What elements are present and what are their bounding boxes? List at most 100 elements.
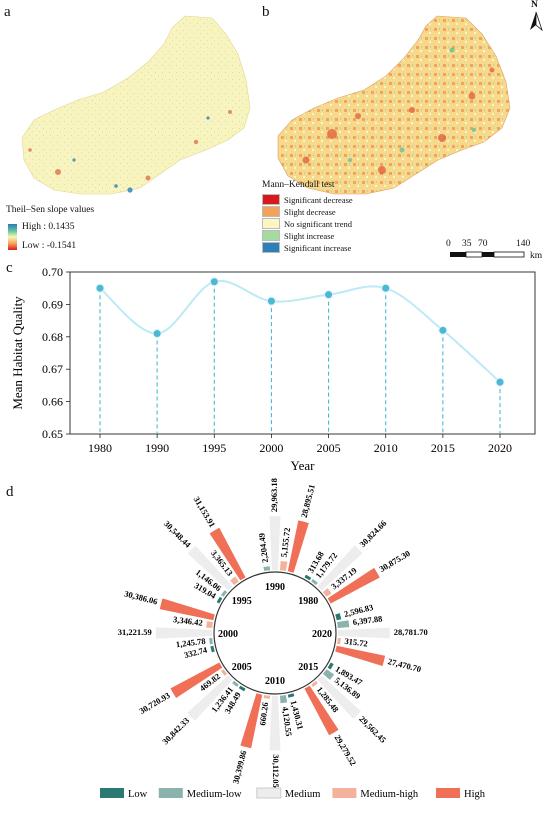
- radial-bar-medium-high: [221, 669, 228, 676]
- year-label: 1980: [298, 596, 318, 607]
- radial-value-label: 31,221.59: [118, 627, 152, 637]
- legend-d-label: Low: [128, 789, 148, 800]
- y-tick-label: 0.67: [42, 362, 63, 376]
- radial-value-label: 30,842.33: [160, 715, 191, 746]
- radial-value-label: 27,470.70: [387, 656, 422, 674]
- radial-bar-medium-low: [279, 695, 288, 704]
- data-point: [324, 290, 334, 300]
- year-label: 1990: [265, 582, 285, 593]
- north-arrow-icon: [530, 11, 543, 32]
- radial-bar-medium-high: [230, 576, 239, 586]
- plot-frame: [69, 271, 536, 435]
- radial-bar-medium-high: [322, 588, 332, 597]
- data-point: [152, 329, 162, 339]
- scale-tick-70: 70: [478, 239, 488, 249]
- legend-b-label: Significant decrease: [284, 194, 353, 205]
- legend-b-swatch: [262, 242, 280, 253]
- data-point: [381, 283, 391, 293]
- radial-bar-high: [170, 662, 223, 698]
- increase-patches: [72, 116, 210, 193]
- inner-ring: [213, 571, 337, 695]
- radial-bar-high: [287, 520, 309, 573]
- radial-bar-high: [335, 645, 386, 667]
- radial-value-label: 1,245.78: [175, 636, 206, 650]
- radial-bar-medium-high: [279, 560, 288, 571]
- radial-value-label: 3,346.42: [173, 614, 204, 628]
- x-tick-label: 2000: [259, 441, 283, 455]
- map-a: [8, 15, 251, 250]
- north-label: N: [531, 0, 538, 10]
- legend-d-label: Medium-low: [187, 789, 242, 800]
- radial-value-label: 30,399.86: [230, 749, 248, 784]
- radial-bar-medium-low: [337, 620, 350, 629]
- trend-patches: [28, 110, 232, 181]
- region-shape: [277, 15, 511, 195]
- radial-bar-low: [238, 685, 246, 692]
- radial-bar-medium-low: [322, 669, 335, 680]
- radial-value-label: 660.26: [257, 702, 270, 726]
- radial-value-label: 29,279.52: [333, 733, 359, 767]
- radial-bar-medium-high: [311, 680, 318, 687]
- legend-a: [8, 224, 17, 250]
- legend-b-item: Slight decrease: [262, 206, 353, 217]
- legend-b-label: Significant increase: [284, 242, 352, 253]
- legend-b-label: Slight decrease: [284, 206, 336, 217]
- radial-value-label: 30,112.05: [271, 754, 281, 788]
- radial-bar-medium-high: [206, 621, 213, 629]
- scale-tick-140: 140: [516, 239, 531, 249]
- radial-bar-high: [304, 685, 339, 736]
- radial-bar-medium: [337, 627, 390, 639]
- legend-b-swatch: [262, 230, 280, 241]
- legend-d-label: Medium-high: [360, 789, 418, 800]
- legend-b-item: Significant decrease: [262, 194, 353, 205]
- legend-b-item: Slight increase: [262, 230, 353, 241]
- radial-bar-medium: [187, 675, 233, 721]
- data-point: [209, 277, 219, 287]
- legend-b-item: No significant trend: [262, 218, 353, 229]
- radial-bar-low: [327, 662, 334, 670]
- x-tick-label: 1980: [88, 441, 112, 455]
- radial-bar-medium-high: [263, 695, 271, 699]
- radial-bar-medium: [269, 516, 281, 571]
- y-tick-label: 0.69: [42, 297, 63, 311]
- legend-d-label: Medium: [285, 789, 321, 800]
- legend-d-swatch: [332, 788, 357, 798]
- radial-bar-medium: [317, 675, 361, 719]
- legend-a-low: Low : -0.1541: [22, 241, 77, 251]
- legend-d-swatch: [100, 788, 124, 798]
- year-label: 1995: [232, 596, 252, 607]
- radial-bar-medium: [269, 695, 281, 751]
- data-point: [95, 283, 105, 293]
- y-tick-label: 0.66: [42, 395, 63, 409]
- legend-b-title: Mann–Kendall test: [262, 180, 335, 190]
- panel-label-c: c: [6, 260, 13, 276]
- panel-label-b: b: [262, 4, 270, 20]
- radial-value-label: 30,548.44: [162, 518, 194, 550]
- radial-value-label: 30,875.30: [377, 548, 411, 574]
- radial-value-label: 29,562.45: [357, 714, 388, 745]
- scale-tick-35: 35: [462, 239, 472, 249]
- scale-bar: [450, 251, 525, 258]
- year-label: 2015: [298, 662, 318, 673]
- radial-bar-high: [209, 527, 246, 581]
- year-label: 2010: [265, 676, 285, 687]
- legend-d-label: High: [464, 789, 486, 800]
- year-label: 2005: [232, 662, 252, 673]
- radial-value-label: 2,204.49: [256, 533, 270, 564]
- y-axis-label: Mean Habitat Quality: [10, 296, 25, 410]
- radial-value-label: 30,720.93: [137, 690, 171, 716]
- x-tick-label: 2020: [488, 441, 512, 455]
- y-tick-label: 0.70: [42, 265, 63, 279]
- x-tick-label: 2015: [431, 441, 455, 455]
- y-tick-label: 0.65: [42, 427, 63, 441]
- scale-tick-0: 0: [446, 239, 451, 249]
- decrease-patches: [302, 67, 495, 174]
- legend-a-title: Theil–Sen slope values: [6, 205, 95, 215]
- legend-b-swatch: [262, 206, 280, 217]
- legend-d-swatch: [256, 787, 282, 799]
- radial-value-label: 30,824.66: [357, 518, 388, 549]
- scale-unit: km: [530, 251, 543, 261]
- legend-b-label: No significant trend: [284, 218, 352, 229]
- legend-d-swatch: [158, 788, 183, 798]
- radial-bar-medium: [187, 545, 233, 591]
